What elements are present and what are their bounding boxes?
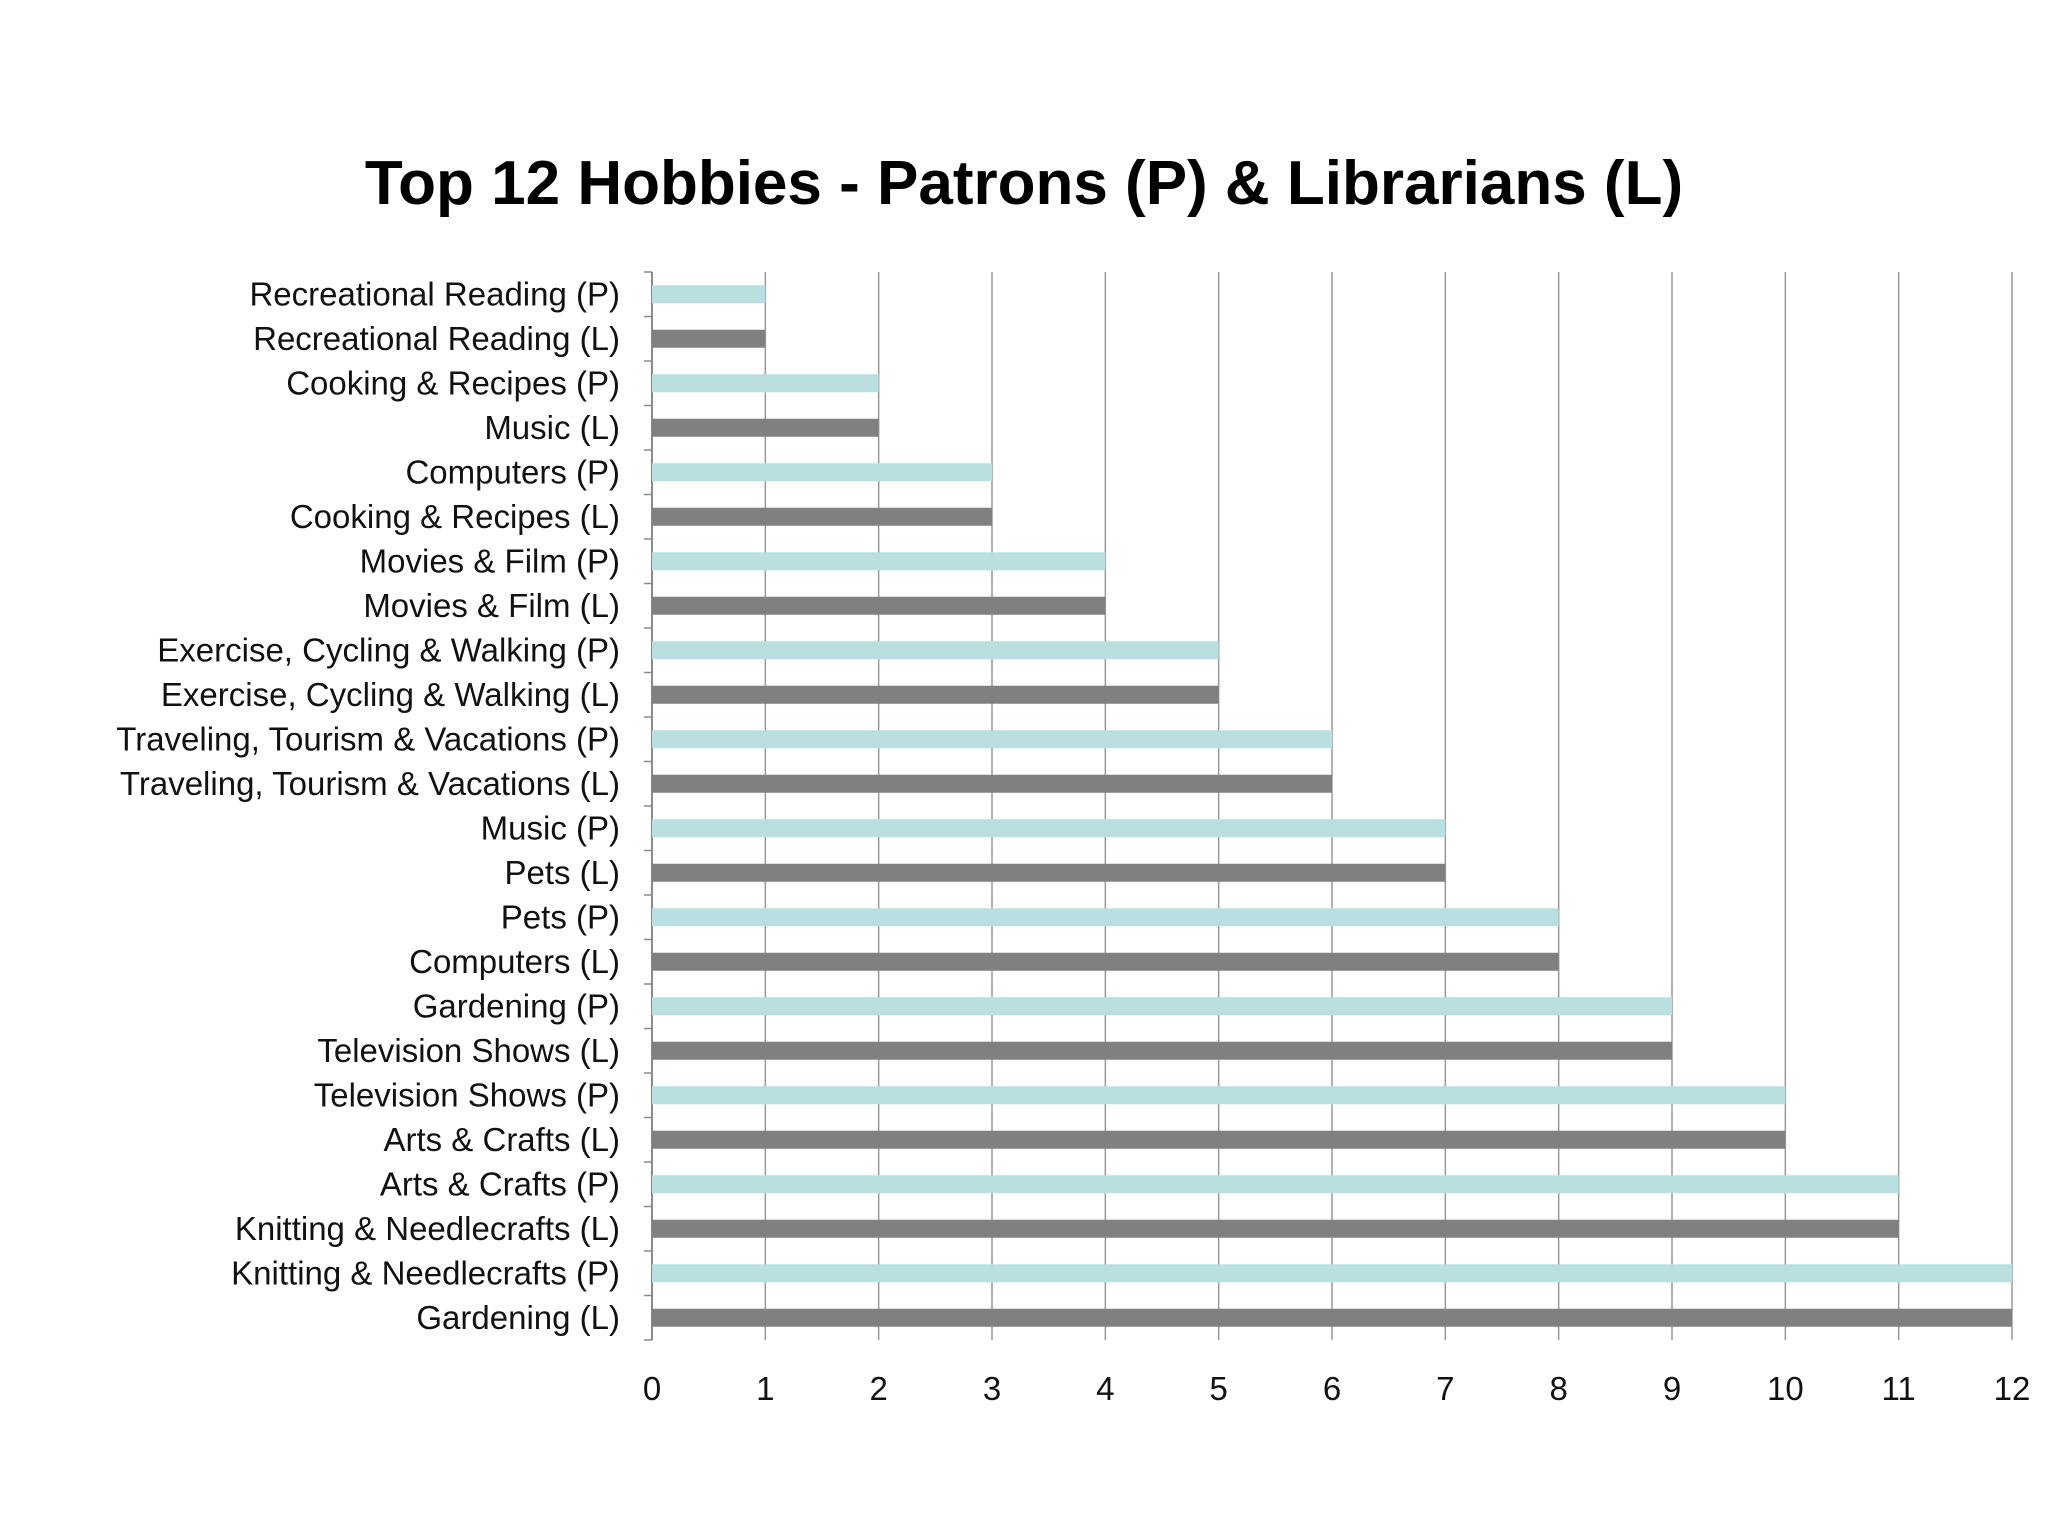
category-label-19: Television Shows (P) — [314, 1076, 620, 1113]
bar-15 — [652, 908, 1559, 927]
x-axis-ticks: 0 1 2 3 4 5 6 7 8 9 10 11 12 — [643, 1370, 2031, 1407]
category-label-11: Traveling, Tourism & Vacations (P) — [116, 720, 620, 757]
bar-1 — [652, 285, 766, 304]
bar-21 — [652, 1175, 1899, 1194]
category-labels: Recreational Reading (P) Recreational Rea… — [116, 275, 620, 1336]
category-label-24: Gardening (L) — [416, 1299, 620, 1336]
x-tick-label-4: 4 — [1096, 1370, 1114, 1407]
x-tick-label-3: 3 — [983, 1370, 1001, 1407]
category-label-1: Recreational Reading (P) — [249, 275, 620, 312]
x-tick-label-5: 5 — [1209, 1370, 1227, 1407]
x-tick-label-12: 12 — [1994, 1370, 2031, 1407]
bar-14 — [652, 863, 1446, 882]
chart-title: Top 12 Hobbies - Patrons (P) & Librarian… — [364, 149, 1684, 218]
category-label-18: Television Shows (L) — [317, 1032, 620, 1069]
category-label-15: Pets (P) — [501, 898, 620, 935]
category-label-2: Recreational Reading (L) — [253, 320, 620, 357]
bar-23 — [652, 1264, 2012, 1283]
x-tick-label-2: 2 — [869, 1370, 887, 1407]
bars — [652, 285, 2012, 1327]
bar-19 — [652, 1086, 1786, 1105]
bar-4 — [652, 418, 879, 437]
category-label-3: Cooking & Recipes (P) — [286, 364, 620, 401]
bar-16 — [652, 952, 1559, 971]
category-label-5: Computers (P) — [405, 453, 620, 490]
gridlines — [644, 271, 2013, 1341]
bar-17 — [652, 997, 1672, 1016]
bar-13 — [652, 819, 1446, 838]
bar-22 — [652, 1219, 1899, 1238]
bar-2 — [652, 329, 766, 348]
category-label-17: Gardening (P) — [413, 987, 620, 1024]
x-tick-label-1: 1 — [756, 1370, 774, 1407]
bar-5 — [652, 463, 992, 482]
x-tick-label-0: 0 — [643, 1370, 661, 1407]
bar-9 — [652, 641, 1219, 660]
category-label-16: Computers (L) — [409, 943, 620, 980]
bar-6 — [652, 507, 992, 526]
x-tick-label-7: 7 — [1436, 1370, 1454, 1407]
x-tick-label-9: 9 — [1663, 1370, 1681, 1407]
bar-7 — [652, 552, 1106, 571]
x-tick-label-8: 8 — [1549, 1370, 1567, 1407]
category-label-21: Arts & Crafts (P) — [380, 1165, 620, 1202]
bar-18 — [652, 1041, 1672, 1060]
bar-8 — [652, 596, 1106, 615]
bar-3 — [652, 374, 879, 393]
category-label-14: Pets (L) — [504, 854, 620, 891]
category-label-7: Movies & Film (P) — [360, 542, 620, 579]
category-label-22: Knitting & Needlecrafts (L) — [235, 1210, 620, 1247]
bar-11 — [652, 730, 1332, 749]
category-label-4: Music (L) — [484, 409, 620, 446]
x-tick-label-6: 6 — [1323, 1370, 1341, 1407]
category-label-10: Exercise, Cycling & Walking (L) — [161, 676, 620, 713]
category-label-9: Exercise, Cycling & Walking (P) — [157, 631, 620, 668]
category-label-12: Traveling, Tourism & Vacations (L) — [120, 765, 620, 802]
category-label-13: Music (P) — [481, 809, 620, 846]
category-label-6: Cooking & Recipes (L) — [290, 498, 620, 535]
bar-10 — [652, 685, 1219, 704]
x-tick-label-10: 10 — [1767, 1370, 1804, 1407]
bar-20 — [652, 1130, 1786, 1149]
bar-12 — [652, 774, 1332, 793]
category-label-8: Movies & Film (L) — [363, 587, 620, 624]
x-tick-label-11: 11 — [1882, 1370, 1916, 1407]
category-label-20: Arts & Crafts (L) — [383, 1121, 620, 1158]
category-label-23: Knitting & Needlecrafts (P) — [231, 1254, 620, 1291]
bar-24 — [652, 1308, 2012, 1327]
